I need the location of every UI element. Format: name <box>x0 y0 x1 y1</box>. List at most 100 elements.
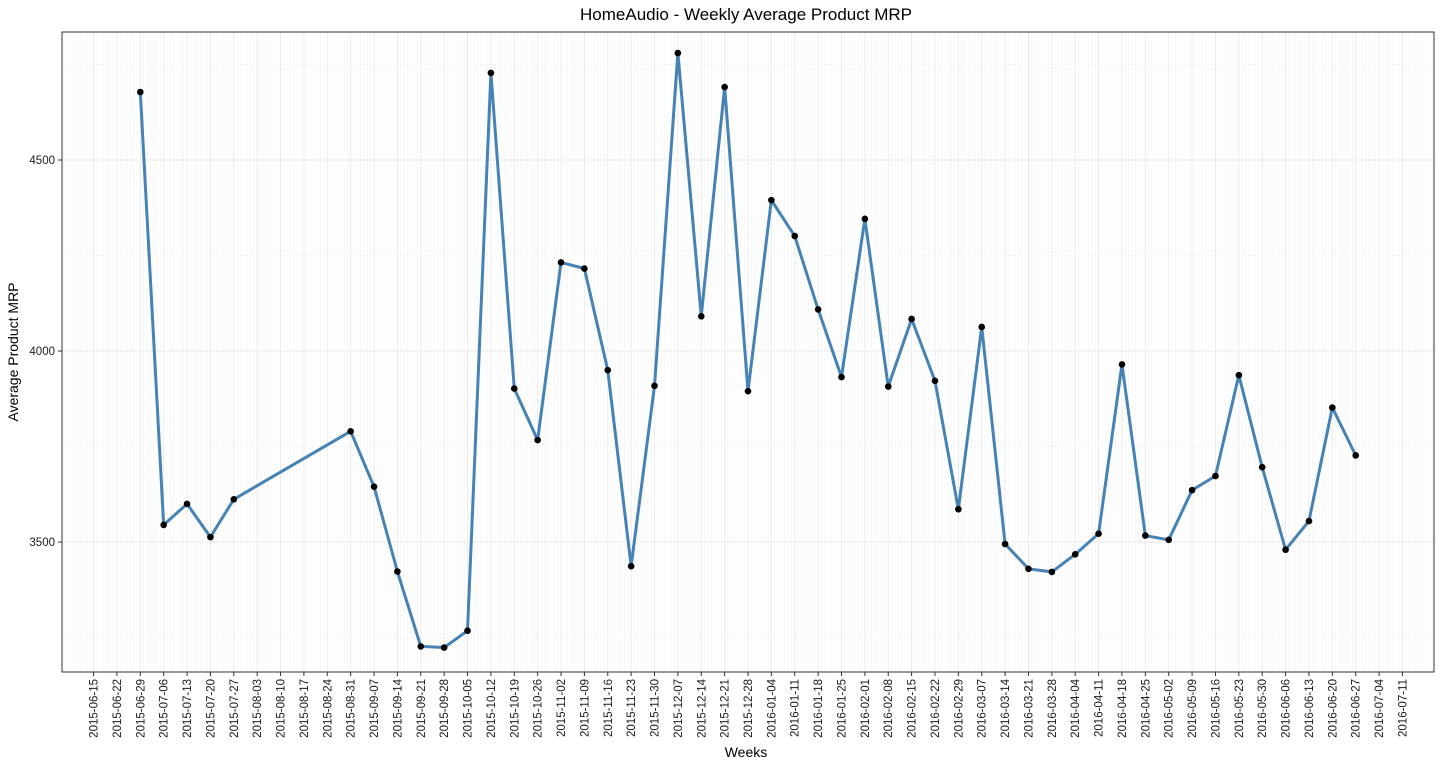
series-group <box>136 49 1360 651</box>
data-point <box>370 483 378 490</box>
x-tick-label: 2015-09-07 <box>369 679 381 738</box>
data-point <box>557 259 565 266</box>
data-point <box>1212 472 1219 480</box>
y-tick-label: 3500 <box>29 537 55 549</box>
data-point <box>1001 540 1009 548</box>
data-point <box>183 500 191 508</box>
y-axis-title: Average Product MRP <box>5 282 21 421</box>
x-tick-label: 2016-05-30 <box>1257 679 1269 738</box>
data-point <box>1329 404 1336 411</box>
data-point <box>534 436 541 444</box>
data-point <box>884 383 892 390</box>
data-point <box>697 312 705 320</box>
data-point <box>1282 546 1289 554</box>
data-point <box>861 215 869 223</box>
data-point <box>1095 530 1102 537</box>
x-tick-label: 2015-11-30 <box>650 679 662 737</box>
data-point <box>230 495 238 503</box>
x-tick-label: 2016-02-29 <box>953 679 965 738</box>
x-tick-label: 2015-07-13 <box>182 679 194 738</box>
data-point <box>978 323 986 331</box>
x-tick-label: 2015-10-05 <box>463 679 475 738</box>
data-point <box>581 265 588 272</box>
x-tick-label: 2015-11-09 <box>579 679 591 737</box>
x-tick-label: 2016-01-11 <box>790 679 802 737</box>
data-point <box>1352 452 1360 459</box>
y-axis: 3500 4000 4500 <box>29 155 62 549</box>
x-tick-label: 2016-07-11 <box>1397 679 1409 737</box>
x-axis-title: Weeks <box>725 744 768 760</box>
x-tick-label: 2015-06-15 <box>89 679 101 738</box>
data-point <box>1025 565 1032 573</box>
data-point <box>721 83 728 91</box>
x-tick-label: 2016-04-04 <box>1070 678 1082 737</box>
chart-title: HomeAudio - Weekly Average Product MRP <box>580 5 912 24</box>
x-tick-label: 2016-02-15 <box>907 679 919 738</box>
data-point <box>838 373 845 381</box>
x-tick-label: 2015-10-12 <box>486 679 498 738</box>
data-point <box>1305 517 1313 525</box>
x-tick-label: 2015-09-14 <box>392 678 404 737</box>
data-point <box>1188 486 1196 494</box>
y-tick-label: 4000 <box>29 346 55 358</box>
x-tick-label: 2015-12-14 <box>696 678 708 737</box>
x-tick-label: 2015-07-27 <box>229 679 241 738</box>
data-point <box>510 385 518 392</box>
x-tick-label: 2016-02-08 <box>883 679 895 738</box>
data-point <box>1258 463 1266 471</box>
x-tick-label: 2015-11-23 <box>626 679 638 737</box>
x-tick-label: 2016-02-22 <box>930 679 942 738</box>
x-tick-label: 2015-08-10 <box>276 679 288 738</box>
x-tick-label: 2015-07-20 <box>205 679 217 738</box>
x-tick-label: 2015-12-07 <box>673 679 685 738</box>
data-point <box>394 568 401 575</box>
x-tick-label: 2016-01-18 <box>813 679 825 738</box>
x-tick-label: 2016-04-25 <box>1140 679 1152 738</box>
x-tick-label: 2016-03-28 <box>1047 679 1059 738</box>
data-point <box>604 366 612 374</box>
x-tick-label: 2015-06-29 <box>135 679 147 738</box>
x-tick-label: 2015-10-26 <box>533 679 545 738</box>
x-axis: 2015-06-15 2015-06-22 2015-06-29 2015-07-06… <box>89 672 1409 738</box>
x-tick-label: 2016-02-01 <box>860 679 872 738</box>
x-tick-label: 2016-04-11 <box>1094 679 1106 737</box>
x-tick-label: 2015-08-31 <box>346 679 358 738</box>
x-tick-label: 2016-06-20 <box>1327 679 1339 738</box>
x-tick-label: 2015-11-02 <box>556 679 568 737</box>
x-tick-label: 2015-10-19 <box>509 679 521 738</box>
x-tick-label: 2016-01-04 <box>766 678 778 737</box>
data-point <box>674 49 682 57</box>
data-point <box>744 387 752 395</box>
data-point <box>207 533 214 541</box>
x-tick-label: 2015-08-03 <box>252 679 264 738</box>
x-tick-label: 2015-09-21 <box>416 679 428 738</box>
grid <box>62 32 1434 672</box>
x-tick-label: 2015-11-16 <box>603 679 615 737</box>
x-tick-label: 2016-06-13 <box>1304 679 1316 738</box>
data-point <box>136 88 144 96</box>
x-tick-label: 2015-12-21 <box>720 679 732 738</box>
x-tick-label: 2016-05-02 <box>1164 679 1176 738</box>
data-point <box>1235 371 1243 379</box>
x-tick-label: 2016-06-27 <box>1351 679 1363 738</box>
x-tick-label: 2015-06-22 <box>112 679 124 738</box>
x-tick-label: 2015-08-24 <box>322 678 334 737</box>
data-point <box>1118 361 1126 368</box>
data-point <box>1142 532 1149 539</box>
data-point <box>1165 536 1173 544</box>
data-point <box>1071 551 1079 558</box>
x-tick-label: 2016-04-18 <box>1117 679 1129 738</box>
data-point <box>464 627 471 635</box>
data-point <box>1048 568 1056 576</box>
data-point <box>627 562 635 570</box>
x-tick-label: 2016-06-06 <box>1281 679 1293 738</box>
x-tick-label: 2015-08-17 <box>299 679 311 738</box>
x-tick-label: 2016-07-04 <box>1374 678 1386 737</box>
data-point <box>417 643 425 650</box>
x-tick-label: 2016-05-16 <box>1210 679 1222 738</box>
data-point <box>908 315 915 323</box>
x-tick-label: 2016-05-09 <box>1187 679 1199 738</box>
data-point <box>347 427 354 435</box>
data-point <box>651 382 658 390</box>
